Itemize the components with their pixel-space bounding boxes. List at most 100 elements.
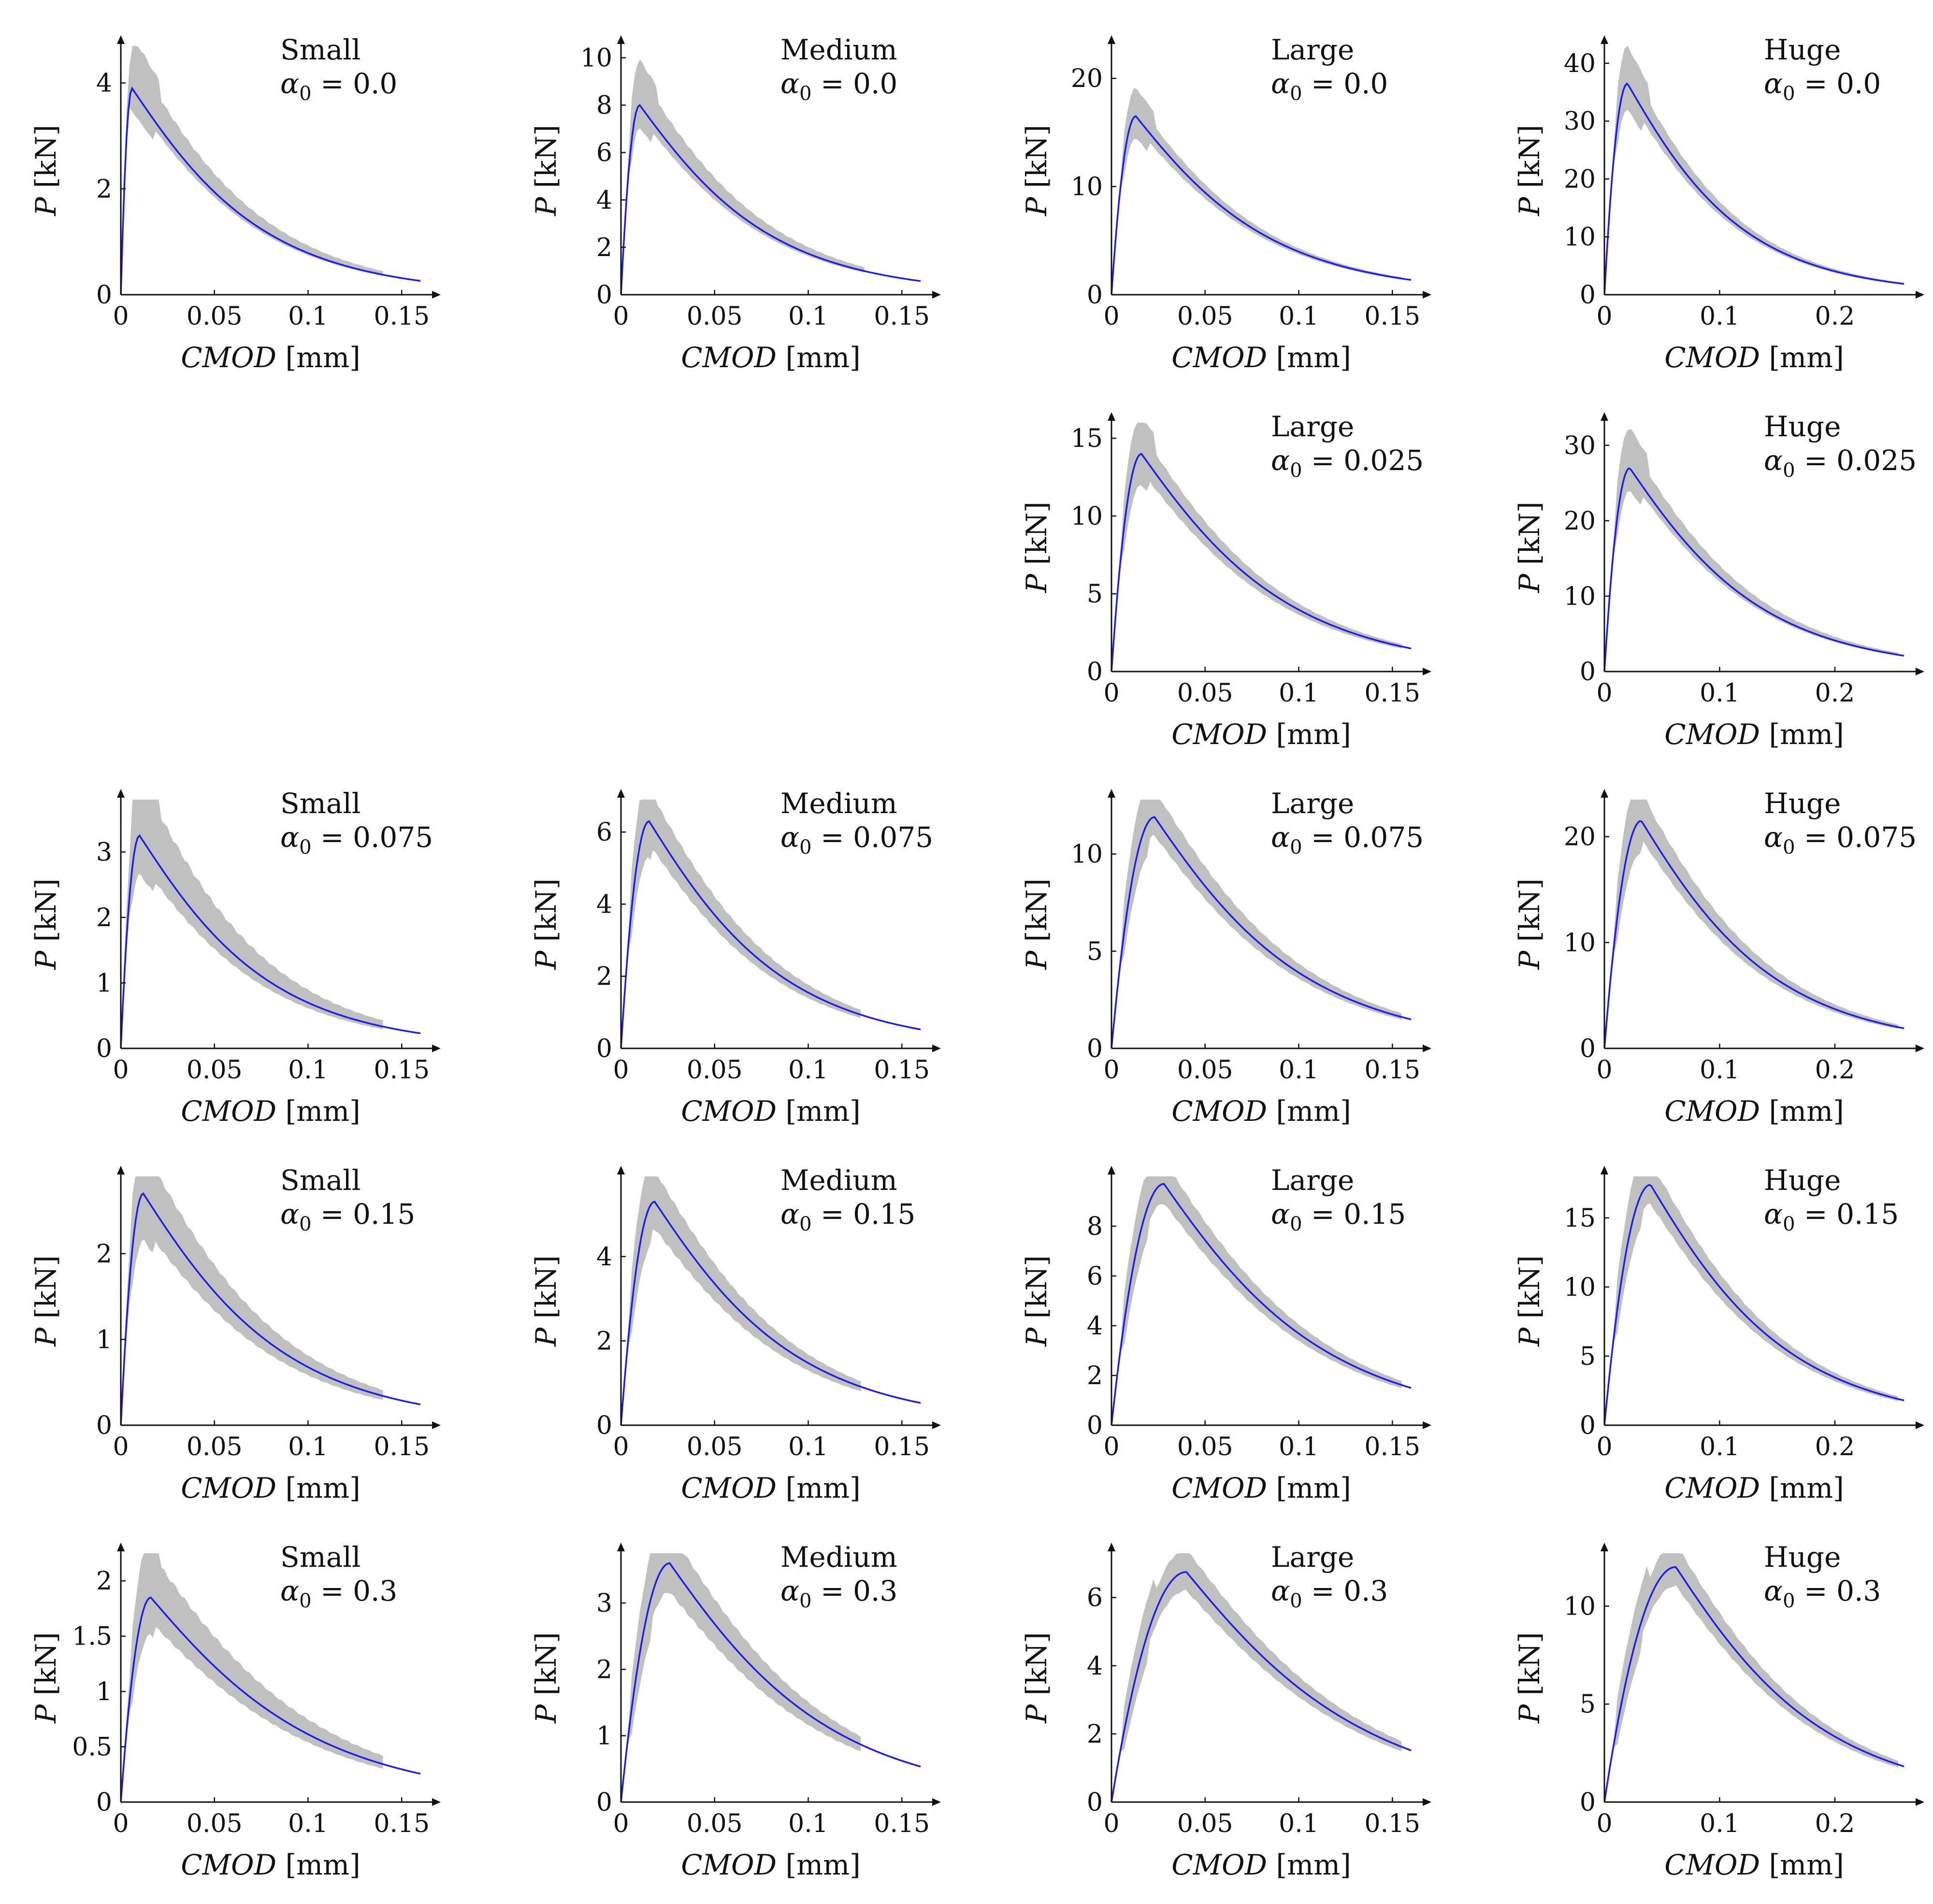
x-axis-label: CMOD [mm]	[681, 1472, 861, 1504]
x-tick-label: 0	[1103, 1432, 1119, 1461]
model-curve	[120, 86, 421, 295]
y-tick-label: 10	[1564, 1273, 1596, 1302]
y-tick-label: 4	[596, 890, 612, 919]
x-tick-label: 0.1	[1700, 1432, 1740, 1461]
y-axis-arrow	[1108, 412, 1115, 421]
x-tick-label: 0.15	[1364, 1056, 1420, 1085]
model-curve	[1603, 1566, 1904, 1803]
alpha-title: α0 = 0.3	[280, 1575, 397, 1612]
x-tick-label: 0.1	[1279, 679, 1319, 708]
x-tick-label: 0.1	[1279, 1809, 1319, 1838]
y-tick-label: 0	[1087, 658, 1103, 687]
y-tick-label: 0	[596, 281, 612, 310]
y-axis-label: P [kN]	[1513, 125, 1546, 216]
model-curve	[1111, 1571, 1412, 1803]
y-tick-label: 0	[96, 1788, 112, 1817]
model-curve	[1111, 453, 1412, 672]
specimen-size-title: Medium	[780, 787, 897, 820]
x-tick-label: 0.05	[1177, 302, 1233, 331]
x-tick-label: 0.05	[687, 1809, 743, 1838]
x-tick-label: 0	[1596, 1432, 1612, 1461]
x-tick-label: 0.05	[687, 1056, 743, 1085]
experimental-envelope	[621, 800, 861, 1048]
x-tick-label: 0.15	[874, 302, 930, 331]
y-axis-label: P [kN]	[29, 125, 62, 216]
y-tick-label: 10	[1564, 582, 1596, 611]
y-tick-label: 0	[596, 1034, 612, 1063]
x-tick-label: 0.2	[1815, 1809, 1855, 1838]
x-tick-label: 0	[113, 1056, 129, 1085]
x-tick-label: 0.05	[1177, 1432, 1233, 1461]
alpha-title: α0 = 0.0	[1764, 67, 1881, 105]
x-axis-label: CMOD [mm]	[1664, 1472, 1844, 1504]
x-tick-label: 0.1	[788, 1056, 828, 1085]
x-tick-label: 0.1	[1700, 1056, 1740, 1085]
x-tick-label: 0.05	[187, 1432, 243, 1461]
y-tick-label: 15	[1071, 424, 1103, 453]
specimen-size-title: Huge	[1764, 787, 1841, 820]
x-tick-label: 0.15	[1364, 679, 1420, 708]
y-tick-label: 2	[596, 1655, 612, 1684]
x-tick-label: 0.05	[1177, 679, 1233, 708]
chart-medium-03: 0 0.05 0.1 0.15 0 1 2 3 CMOD [mm] P [kN] Mediumα0 …	[530, 1541, 941, 1881]
x-tick-label: 0.05	[687, 302, 743, 331]
specimen-size-title: Large	[1271, 410, 1354, 443]
x-tick-label: 0.1	[288, 1809, 328, 1838]
experimental-envelope	[1604, 1553, 1899, 1802]
x-tick-label: 0.05	[687, 1432, 743, 1461]
y-tick-label: 1	[96, 969, 112, 998]
y-tick-label: 6	[1087, 1262, 1103, 1291]
y-axis-label: P [kN]	[29, 1632, 62, 1724]
y-axis-arrow	[617, 1543, 625, 1551]
x-axis-arrow	[1916, 291, 1924, 299]
y-axis-label: P [kN]	[1020, 125, 1053, 216]
y-axis-arrow	[1108, 35, 1115, 44]
alpha-title: α0 = 0.0	[1271, 67, 1388, 105]
x-axis-arrow	[1916, 1798, 1924, 1806]
y-tick-label: 0	[1580, 1034, 1596, 1063]
y-tick-label: 0	[1580, 281, 1596, 310]
y-tick-label: 10	[1071, 172, 1103, 201]
y-axis-label: P [kN]	[530, 125, 563, 216]
y-tick-label: 0	[1087, 1034, 1103, 1063]
y-axis-arrow	[117, 789, 125, 798]
y-tick-label: 20	[1564, 507, 1596, 536]
experimental-envelope	[1111, 800, 1402, 1048]
x-tick-label: 0.15	[374, 302, 430, 331]
specimen-size-title: Medium	[780, 1164, 897, 1197]
chart-medium-0075: 0 0.05 0.1 0.15 0 2 4 6 CMOD [mm] P [kN] Mediumα0 …	[530, 787, 941, 1128]
y-axis-arrow	[1601, 1543, 1608, 1551]
model-curve	[120, 1596, 421, 1803]
y-axis-arrow	[1601, 412, 1608, 421]
x-axis-arrow	[932, 1798, 941, 1806]
specimen-size-title: Small	[280, 787, 361, 820]
x-tick-label: 0	[113, 302, 129, 331]
y-tick-label: 0	[596, 1788, 612, 1817]
specimen-size-title: Huge	[1764, 410, 1841, 443]
x-axis-label: CMOD [mm]	[1664, 341, 1844, 374]
y-tick-label: 2	[1087, 1720, 1103, 1749]
x-tick-label: 0.2	[1815, 679, 1855, 708]
x-tick-label: 0.1	[788, 1809, 828, 1838]
y-tick-label: 20	[1564, 823, 1596, 852]
y-axis-label: P [kN]	[530, 1632, 563, 1724]
x-tick-label: 0.05	[1177, 1809, 1233, 1838]
specimen-size-title: Medium	[780, 33, 897, 66]
y-tick-label: 3	[596, 1589, 612, 1618]
y-tick-label: 1	[96, 1677, 112, 1706]
specimen-size-title: Huge	[1764, 33, 1841, 66]
x-tick-label: 0.05	[187, 302, 243, 331]
model-curve	[1111, 115, 1412, 295]
x-tick-label: 0.15	[374, 1809, 430, 1838]
x-axis-arrow	[1916, 1045, 1924, 1052]
y-axis-arrow	[1601, 789, 1608, 798]
x-tick-label: 0.1	[1279, 302, 1319, 331]
x-tick-label: 0	[613, 302, 629, 331]
y-tick-label: 8	[596, 91, 612, 120]
x-axis-label: CMOD [mm]	[1664, 1848, 1844, 1881]
y-tick-label: 1.5	[72, 1622, 112, 1651]
chart-large-0025: 0 0.05 0.1 0.15 0 5 10 15 CMOD [mm] P [kN] Largeα0…	[1020, 410, 1431, 751]
y-tick-label: 10	[1071, 502, 1103, 531]
x-axis-label: CMOD [mm]	[1171, 1848, 1351, 1881]
